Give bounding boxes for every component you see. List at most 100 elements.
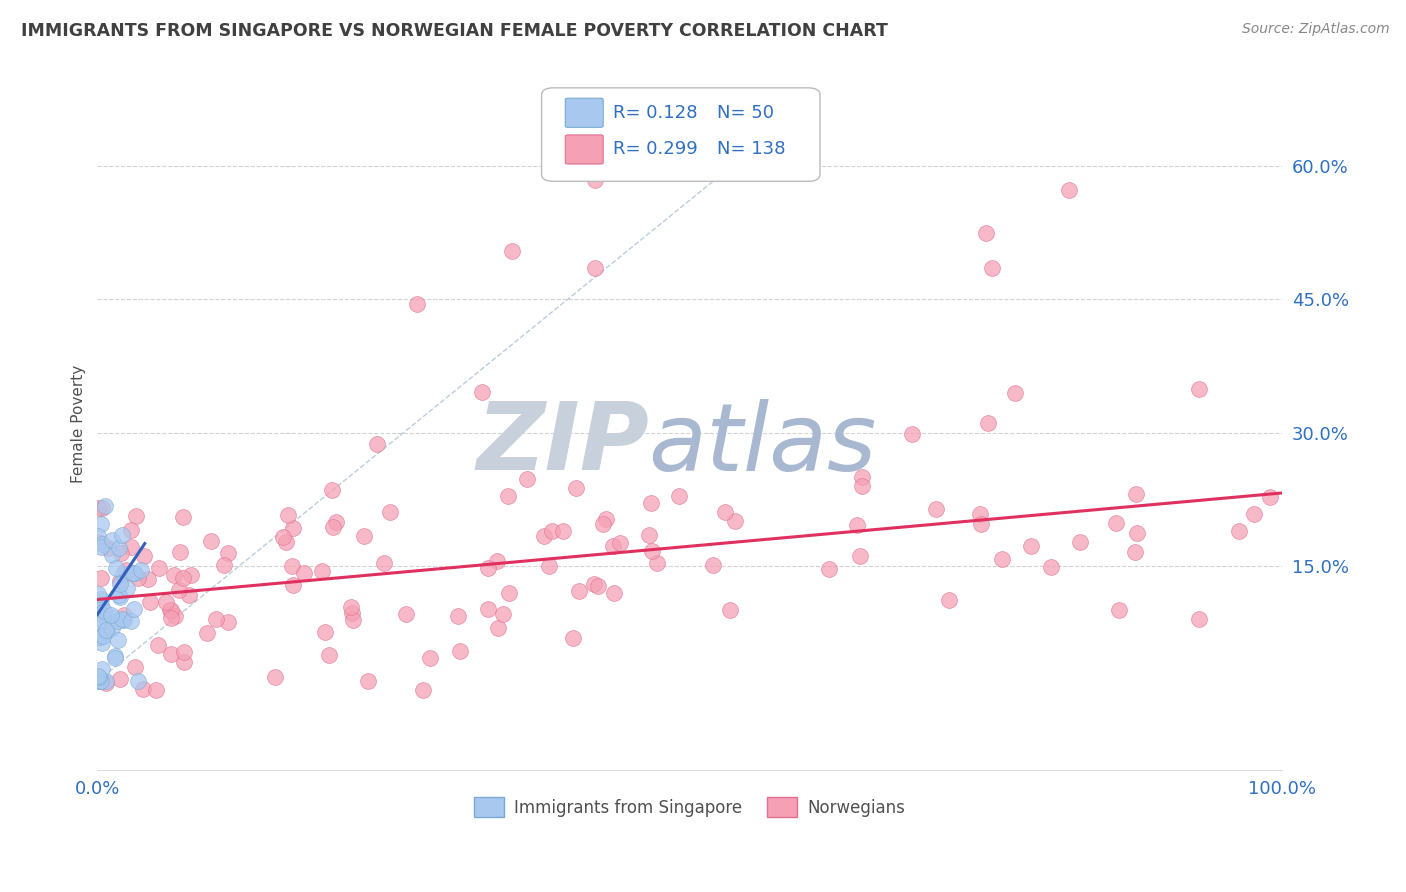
- Point: [977, 416, 1000, 430]
- Point: [970, 516, 993, 531]
- Point: [583, 576, 606, 591]
- Point: [124, 509, 146, 524]
- Point: [212, 558, 235, 572]
- Point: [96, 624, 118, 638]
- Point: [160, 603, 183, 617]
- Point: [94, 500, 117, 514]
- Point: [90, 592, 112, 607]
- Point: [120, 614, 142, 628]
- Point: [91, 629, 114, 643]
- Point: [104, 648, 127, 663]
- FancyBboxPatch shape: [541, 87, 820, 181]
- Point: [100, 549, 122, 563]
- Point: [120, 523, 142, 537]
- Point: [322, 519, 344, 533]
- Point: [498, 586, 520, 600]
- Legend: Immigrants from Singapore, Norwegians: Immigrants from Singapore, Norwegians: [468, 790, 912, 824]
- Point: [1243, 508, 1265, 522]
- Point: [851, 478, 873, 492]
- Point: [486, 554, 509, 568]
- Point: [87, 670, 110, 684]
- Text: R= 0.299: R= 0.299: [613, 140, 697, 159]
- Point: [107, 633, 129, 648]
- Point: [516, 472, 538, 486]
- Point: [148, 561, 170, 575]
- Point: [160, 611, 183, 625]
- Point: [1188, 382, 1211, 396]
- Point: [583, 261, 606, 276]
- Point: [160, 647, 183, 661]
- Point: [89, 615, 111, 630]
- Point: [90, 674, 112, 689]
- Point: [107, 588, 129, 602]
- Point: [264, 670, 287, 684]
- Point: [129, 563, 152, 577]
- Point: [93, 615, 115, 630]
- Point: [321, 483, 343, 498]
- Point: [120, 540, 142, 554]
- Point: [724, 514, 747, 528]
- Point: [845, 517, 868, 532]
- Point: [640, 496, 662, 510]
- Point: [108, 591, 131, 605]
- Point: [1057, 183, 1080, 197]
- Point: [353, 529, 375, 543]
- Point: [969, 507, 991, 521]
- Point: [110, 545, 132, 559]
- Point: [718, 603, 741, 617]
- Point: [93, 604, 115, 618]
- Point: [818, 562, 841, 576]
- Point: [568, 584, 591, 599]
- Point: [112, 607, 135, 622]
- Point: [848, 549, 870, 563]
- Text: Source: ZipAtlas.com: Source: ZipAtlas.com: [1241, 22, 1389, 37]
- Point: [603, 586, 626, 600]
- Point: [562, 631, 585, 645]
- Point: [217, 546, 239, 560]
- Point: [277, 508, 299, 522]
- Point: [122, 602, 145, 616]
- Point: [139, 595, 162, 609]
- Point: [498, 489, 520, 503]
- Point: [595, 512, 617, 526]
- Point: [87, 587, 110, 601]
- Text: N= 138: N= 138: [717, 140, 786, 159]
- Point: [1039, 560, 1062, 574]
- Point: [1004, 385, 1026, 400]
- Point: [851, 470, 873, 484]
- Point: [412, 683, 434, 698]
- FancyBboxPatch shape: [565, 135, 603, 164]
- Point: [112, 613, 135, 627]
- Point: [553, 524, 575, 538]
- Point: [311, 564, 333, 578]
- Point: [91, 662, 114, 676]
- Point: [100, 607, 122, 622]
- Point: [1069, 535, 1091, 549]
- Point: [172, 571, 194, 585]
- Point: [89, 674, 111, 689]
- Point: [638, 528, 661, 542]
- Point: [501, 244, 523, 258]
- Point: [486, 622, 509, 636]
- Point: [292, 566, 315, 580]
- Point: [96, 674, 118, 689]
- Point: [90, 517, 112, 532]
- Point: [159, 603, 181, 617]
- Point: [1188, 612, 1211, 626]
- Point: [366, 437, 388, 451]
- Point: [541, 524, 564, 539]
- Point: [100, 621, 122, 635]
- Point: [974, 226, 997, 240]
- Point: [90, 571, 112, 585]
- Point: [204, 612, 226, 626]
- Point: [925, 502, 948, 516]
- Point: [100, 533, 122, 548]
- Point: [1108, 602, 1130, 616]
- Point: [169, 544, 191, 558]
- Text: R= 0.128: R= 0.128: [613, 103, 697, 122]
- Point: [373, 556, 395, 570]
- Point: [395, 607, 418, 622]
- Point: [339, 599, 361, 614]
- Point: [583, 172, 606, 186]
- Point: [471, 384, 494, 399]
